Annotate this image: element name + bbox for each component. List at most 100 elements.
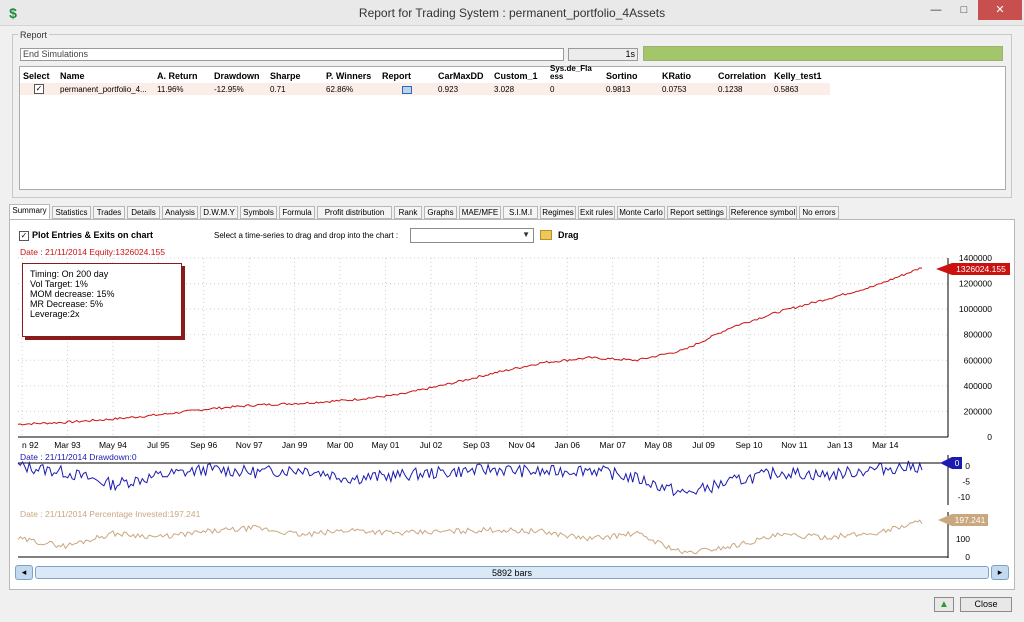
equity-line [17,267,923,426]
y-tick-label: 200000 [964,406,993,416]
column-header[interactable]: Sortino [606,71,638,81]
window-title: Report for Trading System : permanent_po… [358,6,666,20]
tab-symbols[interactable]: Symbols [240,206,277,219]
row-kelly: 0.5863 [774,85,799,94]
row-a-return: 11.96% [157,85,184,94]
y-tick-label: 0 [987,432,992,442]
drawdown-y-ticks: 0 -5 -10 [958,461,971,502]
tab-rank[interactable]: Rank [394,206,422,219]
y-tick-label: 1400000 [959,253,992,263]
drag-label[interactable]: Drag [558,230,579,240]
tab-graphs[interactable]: Graphs [424,206,457,219]
tab-simi[interactable]: S.I.M.I [503,206,538,219]
tab-monte-carlo[interactable]: Monte Carlo [617,206,665,219]
table-row[interactable] [20,83,830,95]
y-tick-label: 0 [965,461,970,471]
y-tick-label: 1000000 [959,304,992,314]
tab-report-settings[interactable]: Report settings [667,206,727,219]
equity-last-value: 1326024.155 [956,264,1006,274]
tab-summary[interactable]: Summary [9,204,50,219]
x-tick-label: Jul 09 [692,440,715,450]
results-grid[interactable]: Select Name A. Return Drawdown Sharpe P.… [19,64,1006,190]
info-line: Leverage:2x [30,309,80,319]
progress-bar [643,46,1003,61]
dollar-sign-icon: $ [9,5,17,21]
tab-no-errors[interactable]: No errors [799,206,839,219]
chevron-down-icon: ▼ [522,230,530,239]
y-tick-label: -10 [958,492,971,502]
tab-statistics[interactable]: Statistics [52,206,91,219]
drag-prompt: Select a time-series to drag and drop in… [214,231,399,240]
column-header[interactable]: A. Return [157,71,198,81]
x-tick-label: Nov 97 [236,440,263,450]
column-header[interactable]: KRatio [662,71,691,81]
column-header[interactable]: Kelly_test1 [774,71,822,81]
title-bar: $ Report for Trading System : permanent_… [0,0,1024,26]
column-header[interactable]: Name [60,71,85,81]
column-header[interactable]: Report [382,71,411,81]
x-tick-label: May 94 [99,440,127,450]
row-correlation: 0.1238 [718,85,743,94]
y-tick-label: 600000 [964,355,993,365]
column-header[interactable]: Sharpe [270,71,301,81]
tab-analysis[interactable]: Analysis [162,206,198,219]
equity-last-value-box [952,263,1010,275]
close-window-button[interactable]: ✕ [978,0,1022,20]
folder-icon[interactable] [540,230,552,240]
close-button[interactable]: Close [960,597,1012,612]
column-header[interactable]: Drawdown [214,71,260,81]
tab-dwmy[interactable]: D.W.M.Y [200,206,238,219]
maximize-button[interactable]: □ [960,4,968,16]
tab-regimes[interactable]: Regimes [540,206,576,219]
info-line: MOM decrease: 15% [30,289,115,299]
row-select-checkbox[interactable]: ✓ [34,84,44,94]
y-tick-label: -5 [962,476,970,486]
equity-marker-icon [936,263,952,275]
column-header[interactable]: CarMaxDD [438,71,484,81]
column-header[interactable]: Select [23,71,50,81]
plot-entries-checkbox[interactable]: ✓ [19,231,29,241]
plot-entries-label: Plot Entries & Exits on chart [32,230,154,240]
bars-scrollbar[interactable]: ◂ 5892 bars ▸ [15,565,1009,580]
invested-header: Date : 21/11/2014 Percentage Invested:19… [20,509,201,519]
scroll-right-handle[interactable]: ▸ [991,565,1009,580]
invested-y-ticks: 100 0 [956,534,970,562]
scroll-left-handle[interactable]: ◂ [15,565,33,580]
drawdown-line [17,460,923,497]
tab-reference-symbol[interactable]: Reference symbol [729,206,797,219]
tab-exit-rules[interactable]: Exit rules [578,206,615,219]
tab-profit-distribution[interactable]: Profit distribution [317,206,392,219]
x-tick-label: Mar 93 [54,440,81,450]
x-tick-label: n 92 [22,440,39,450]
x-tick-label: Mar 14 [872,440,899,450]
status-field: End Simulations [20,48,564,61]
tab-trades[interactable]: Trades [93,206,125,219]
column-header[interactable]: P. Winners [326,71,372,81]
report-icon[interactable] [402,86,412,94]
column-header[interactable]: Correlation [718,71,767,81]
elapsed-field: 1s [568,48,638,61]
x-tick-label: Mar 00 [327,440,354,450]
column-header[interactable]: Custom_1 [494,71,538,81]
x-tick-label: Jul 95 [147,440,170,450]
row-sortino: 0.9813 [606,85,631,94]
info-line: Timing: On 200 day [30,269,109,279]
equity-x-ticks: n 92 Mar 93 May 94 Jul 95 Sep 96 Nov 97 Jan 99… [22,440,899,450]
minimize-button[interactable]: — [930,4,942,16]
y-tick-label: 0 [965,552,970,562]
arrow-up-icon[interactable]: ▲ [934,597,954,612]
x-tick-label: Nov 04 [508,440,535,450]
invested-line [17,519,923,555]
column-header[interactable]: Sys.de_Fla ess [550,64,592,81]
row-name: permanent_portfolio_4... [60,85,147,94]
scroll-track[interactable]: 5892 bars [35,566,989,579]
invested-marker-icon [938,514,952,526]
tab-mae-mfe[interactable]: MAE/MFE [459,206,501,219]
tab-formula[interactable]: Formula [279,206,315,219]
time-series-select[interactable]: ▼ [410,228,534,243]
x-tick-label: Sep 10 [736,440,763,450]
x-tick-label: Sep 96 [190,440,217,450]
report-group-label: Report [18,30,50,40]
row-custom-1: 3.028 [494,85,515,94]
tab-details[interactable]: Details [127,206,160,219]
